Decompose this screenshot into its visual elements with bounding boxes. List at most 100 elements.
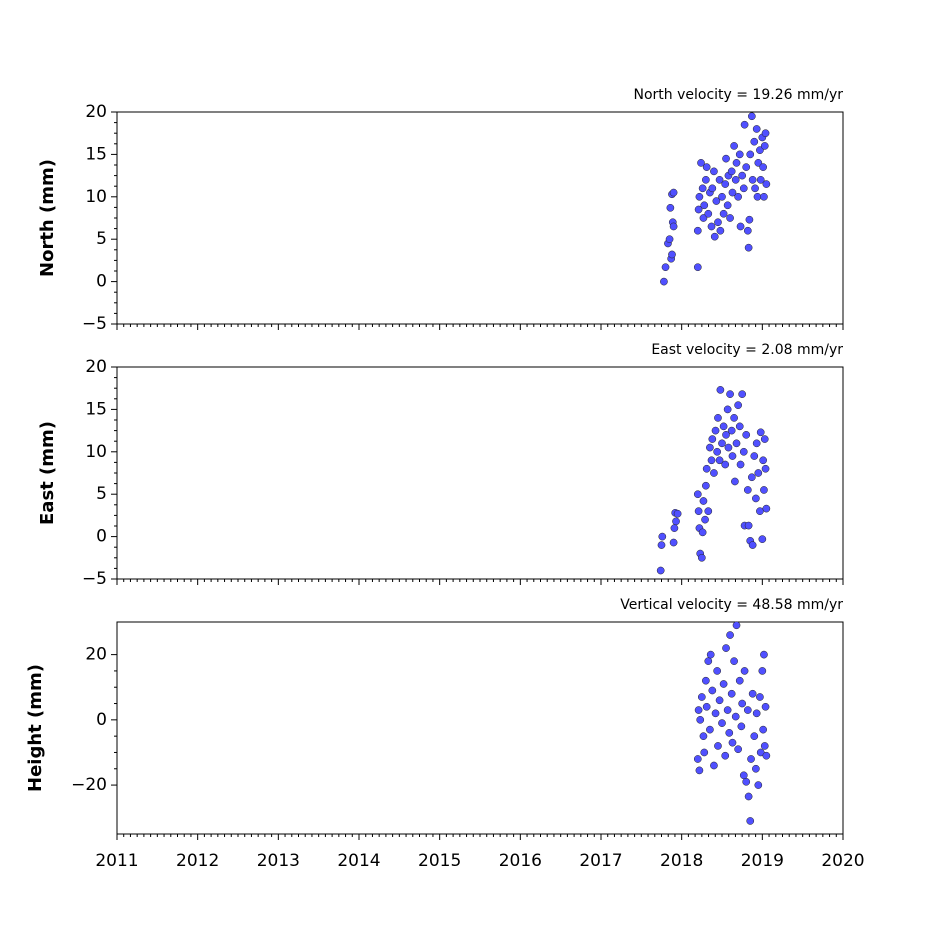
y-axis-label: North (mm) (37, 159, 58, 277)
point (694, 205, 703, 214)
point (699, 732, 708, 741)
point (719, 680, 728, 688)
point (722, 644, 730, 652)
point (754, 469, 763, 477)
point (699, 497, 708, 505)
x-tick-label: 2013 (257, 851, 300, 871)
point (708, 686, 717, 695)
point (706, 650, 715, 659)
point (718, 439, 726, 448)
point (730, 142, 738, 150)
point (714, 414, 722, 422)
point (759, 163, 767, 171)
point (750, 137, 759, 146)
panel-title: Vertical velocity = 48.58 mm/yr (620, 597, 843, 613)
point (719, 209, 728, 218)
point (722, 154, 730, 163)
point (756, 175, 765, 184)
point (726, 390, 734, 398)
point (743, 226, 752, 235)
point (731, 477, 739, 486)
point (660, 277, 668, 286)
point (657, 541, 666, 549)
y-tick-label: 15 (85, 144, 107, 164)
point (693, 263, 702, 272)
point (761, 464, 770, 473)
point (756, 748, 765, 757)
point (752, 125, 761, 133)
point (710, 469, 718, 477)
panel-title: North velocity = 19.26 mm/yr (633, 87, 843, 103)
x-tick-label: 2017 (579, 851, 622, 871)
x-tick-label: 2011 (95, 851, 138, 871)
point (721, 751, 730, 760)
point (693, 226, 702, 235)
point (708, 435, 717, 443)
y-tick-label: 0 (96, 527, 107, 547)
point (673, 509, 682, 518)
y-tick-label: 0 (96, 272, 107, 292)
point (739, 447, 748, 456)
point (756, 146, 764, 155)
point (728, 188, 737, 197)
point (743, 486, 752, 494)
y-axis-label: Height (mm) (25, 664, 46, 792)
point (728, 738, 737, 747)
point (726, 214, 734, 222)
y-tick-label: −5 (82, 314, 107, 334)
point (707, 456, 716, 465)
point (754, 781, 763, 789)
point (738, 390, 747, 398)
y-tick-label: 5 (96, 484, 107, 504)
point (747, 112, 756, 121)
x-tick-label: 2018 (660, 851, 703, 871)
point (728, 452, 737, 460)
point (710, 232, 719, 241)
point (702, 464, 711, 473)
point (730, 657, 738, 665)
point (696, 715, 705, 724)
point (762, 504, 771, 513)
point (702, 163, 711, 171)
point (697, 693, 706, 701)
x-tick-label: 2016 (499, 851, 542, 871)
point (762, 751, 771, 760)
point (658, 532, 667, 541)
y-tick-label: 20 (85, 357, 107, 377)
point (740, 667, 749, 675)
x-tick-label: 2019 (741, 851, 784, 871)
point (702, 175, 710, 184)
point (723, 405, 732, 414)
point (730, 414, 738, 422)
point (704, 657, 713, 665)
point (661, 263, 670, 272)
point (744, 792, 753, 801)
point (706, 725, 714, 734)
point (760, 435, 769, 443)
y-tick-label: 20 (85, 102, 107, 122)
point (665, 235, 674, 244)
point (668, 250, 676, 259)
point (727, 689, 736, 698)
point (727, 426, 736, 435)
point (669, 222, 678, 231)
point (744, 243, 753, 252)
plot-frame (116, 621, 844, 835)
point (724, 443, 733, 452)
point (719, 422, 728, 431)
point (721, 180, 730, 188)
point (734, 192, 742, 201)
point (752, 494, 760, 503)
point (759, 725, 767, 734)
point (704, 209, 713, 218)
point (748, 689, 757, 698)
point (695, 766, 704, 775)
point (761, 702, 770, 711)
point (715, 456, 724, 465)
point (710, 761, 718, 770)
point (736, 460, 745, 469)
point (718, 192, 726, 201)
y-tick-label: −5 (82, 569, 107, 589)
point (697, 159, 705, 167)
point (714, 218, 722, 227)
